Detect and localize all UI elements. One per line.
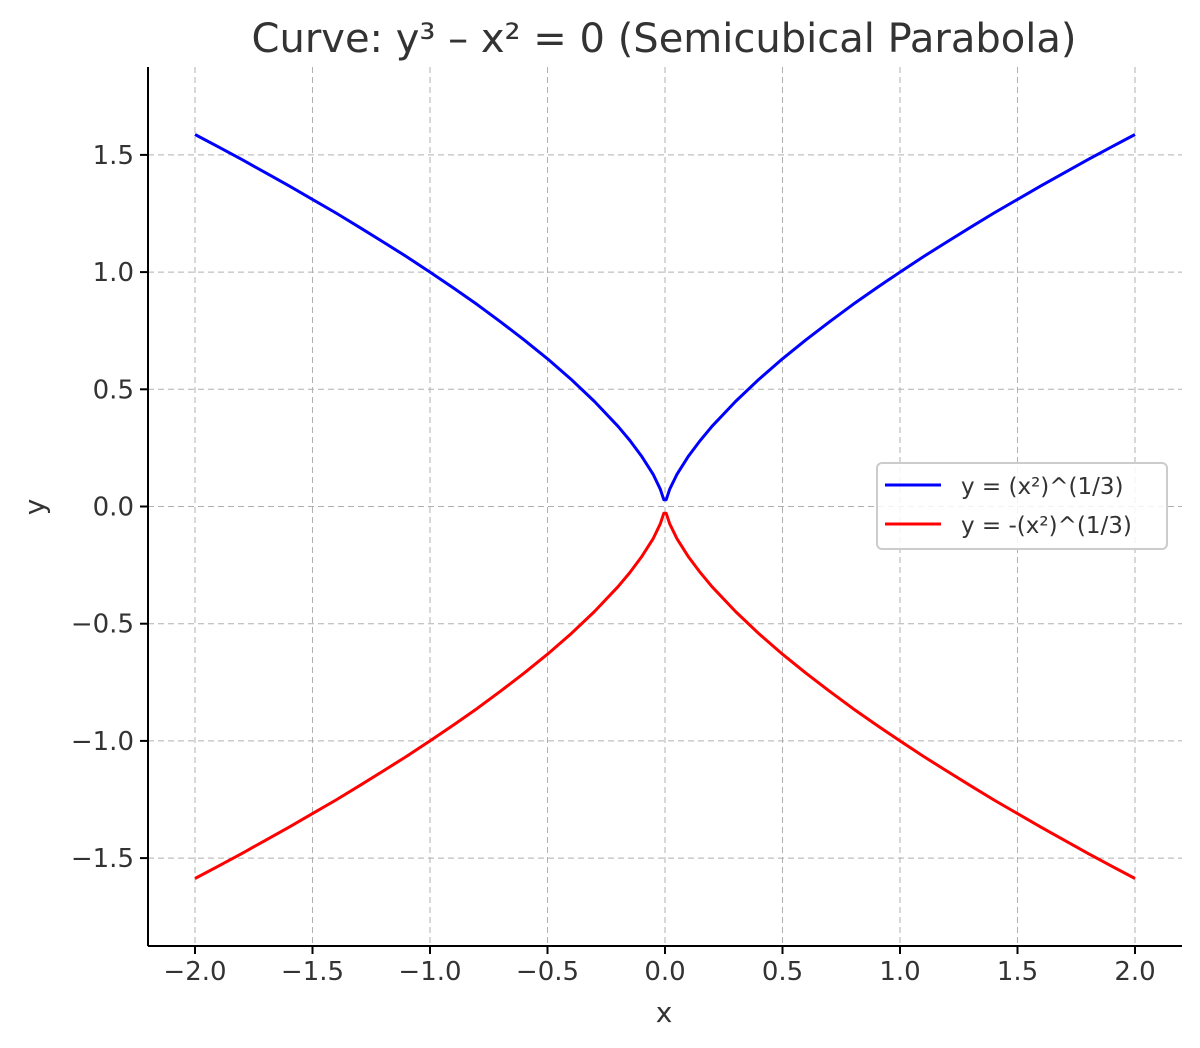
y-tick-label: −1.5 <box>71 844 134 874</box>
x-tick-label: 1.5 <box>997 957 1038 987</box>
legend-label-negative: y = -(x²)^(1/3) <box>961 513 1132 539</box>
x-axis-label: x <box>656 996 673 1029</box>
x-tick-label: 0.0 <box>644 957 685 987</box>
series-line-negative <box>194 511 1136 880</box>
legend-label-positive: y = (x²)^(1/3) <box>961 474 1124 500</box>
y-tick-label: 1.5 <box>93 141 134 171</box>
y-tick-label: −0.5 <box>71 610 134 640</box>
y-tick-label: 0.5 <box>93 375 134 405</box>
y-tick-label: 0.0 <box>93 493 134 523</box>
y-axis-label: y <box>18 499 51 516</box>
x-tick-label: −2.0 <box>163 957 226 987</box>
x-tick-label: −1.5 <box>281 957 344 987</box>
x-tick-label: −0.5 <box>516 957 579 987</box>
x-tick-label: −1.0 <box>398 957 461 987</box>
series-line-positive <box>194 133 1136 502</box>
legend: y = (x²)^(1/3) y = -(x²)^(1/3) <box>876 462 1168 550</box>
chart-title: Curve: y³ – x² = 0 (Semicubical Parabola… <box>252 16 1077 62</box>
x-tick-label: 0.5 <box>762 957 803 987</box>
x-tick-label: 2.0 <box>1114 957 1155 987</box>
x-tick-label: 1.0 <box>879 957 920 987</box>
legend-box <box>876 462 1168 550</box>
ticks: −2.0 −1.5 −1.0 −0.5 0.0 0.5 1.0 1.5 2.0 −1.5 −1.0 −… <box>71 141 1156 987</box>
y-tick-label: 1.0 <box>93 258 134 288</box>
y-tick-label: −1.0 <box>71 727 134 757</box>
series-lines <box>194 133 1136 880</box>
